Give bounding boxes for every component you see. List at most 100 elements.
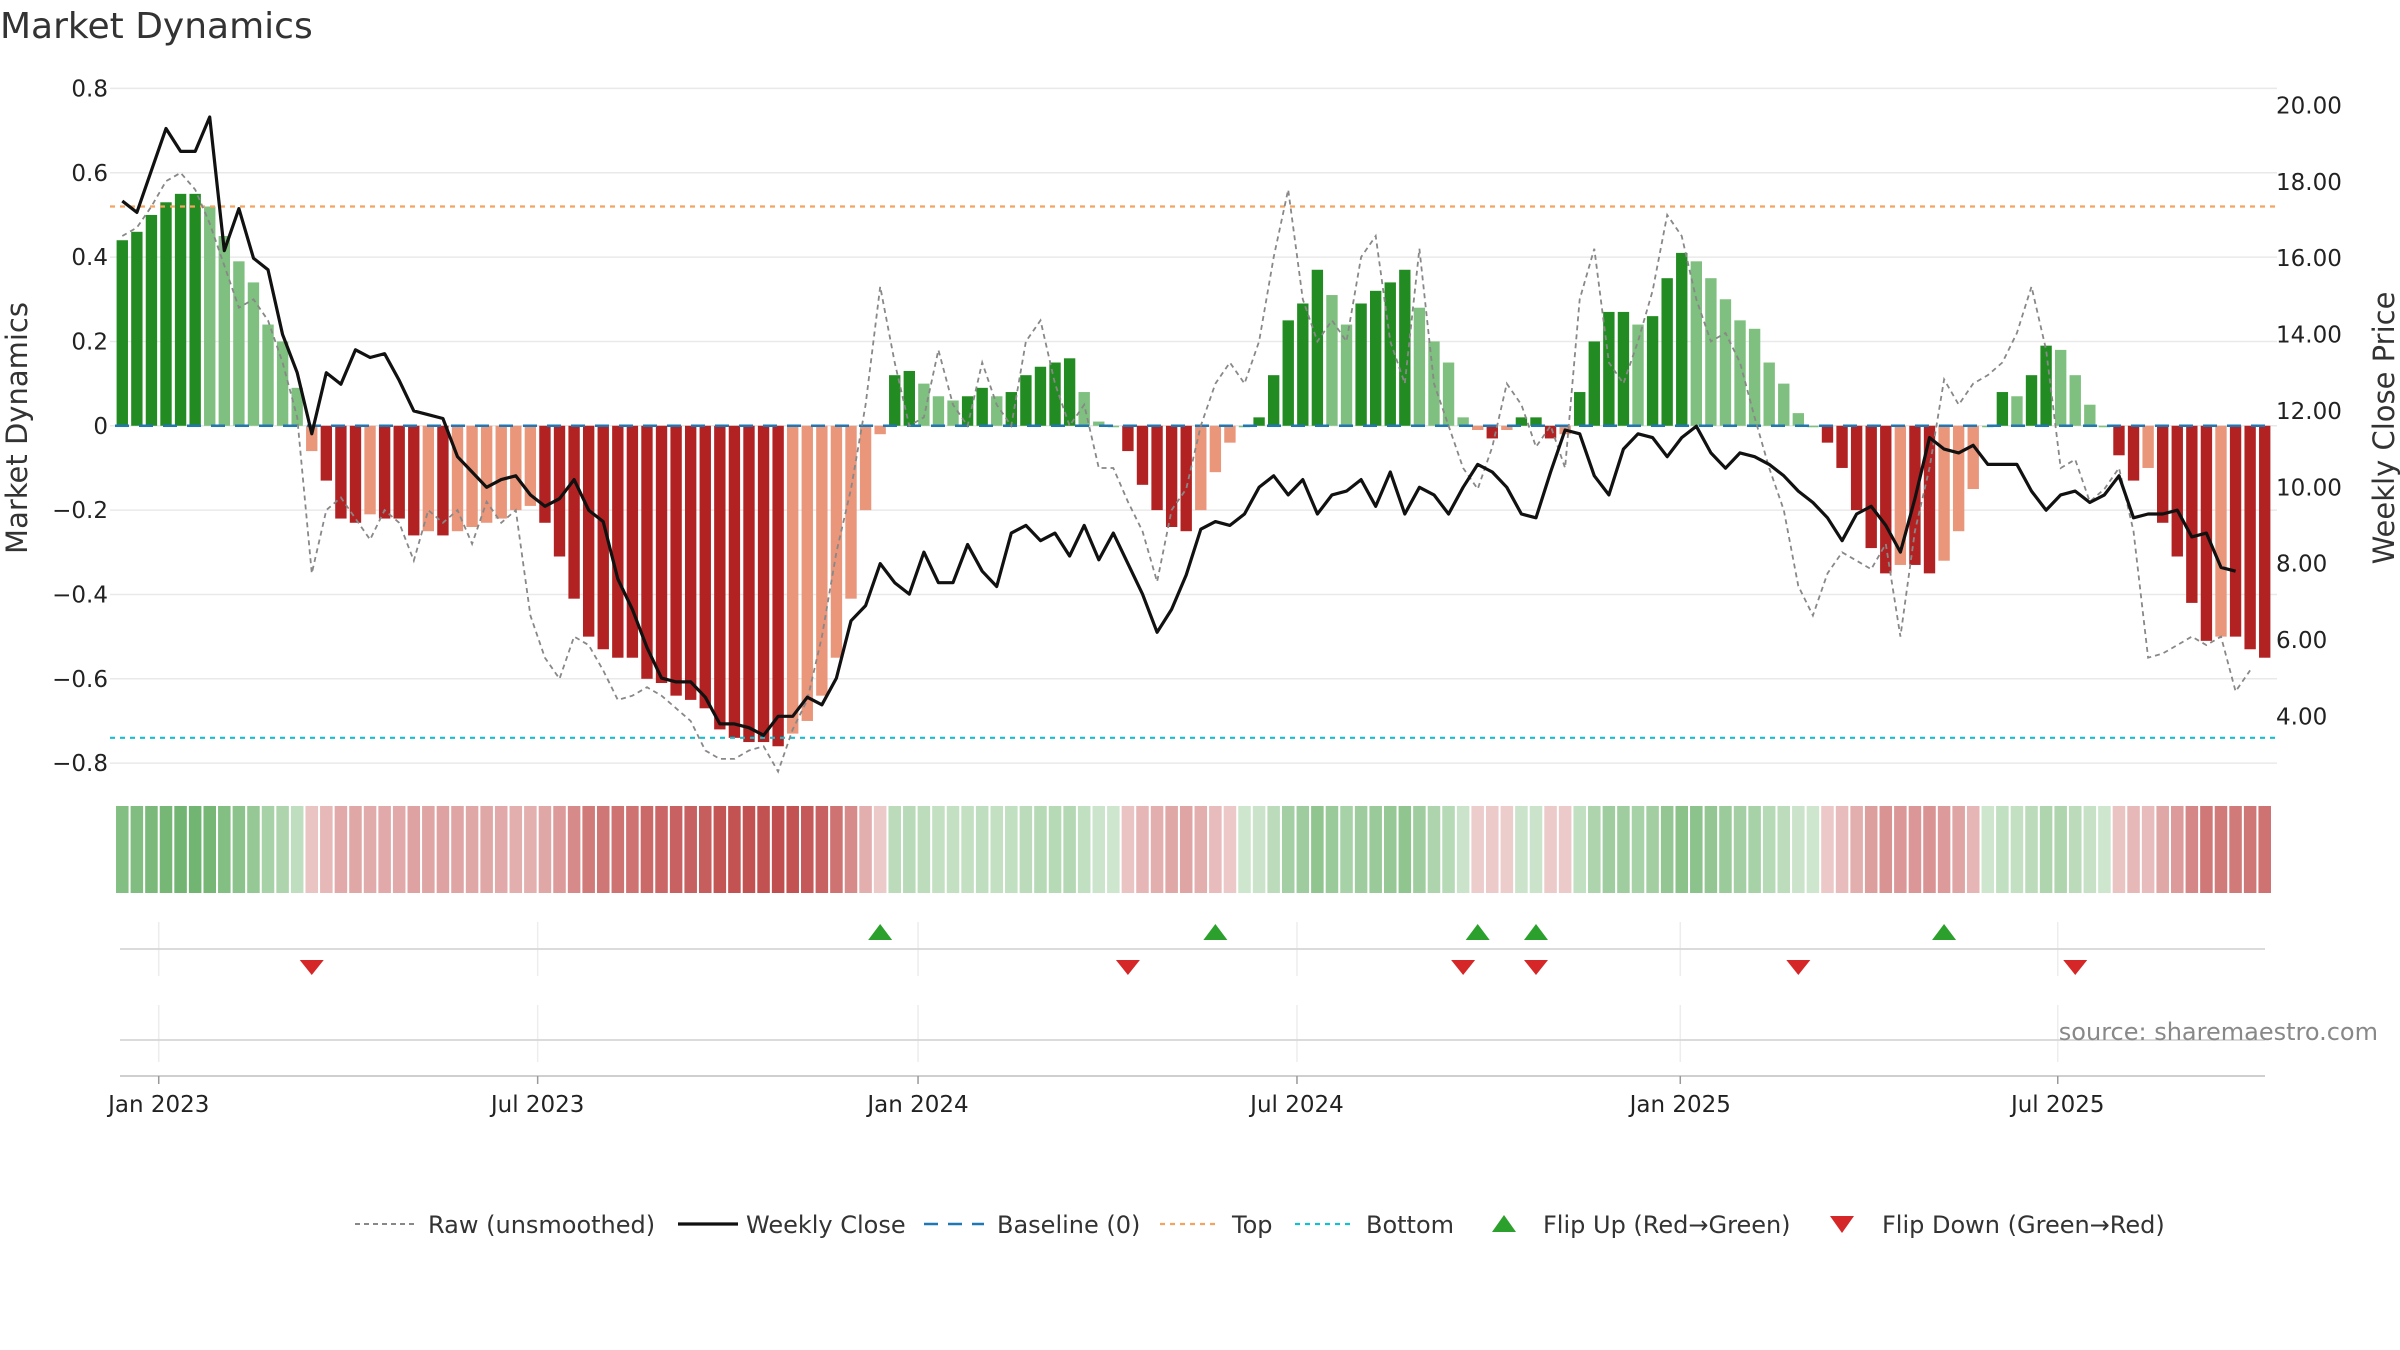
strip-cell-108 [1690,806,1703,893]
y-tick-label-1: −0.6 [52,667,108,693]
flip-markers-panel [120,922,2265,976]
legend-item-raw: Raw (unsmoothed) [355,1211,655,1239]
strip-cell-86 [1369,806,1382,893]
strip-cell-75 [1209,806,1222,893]
bar-74 [1195,425,1207,511]
x-tick-label-1: Jul 2023 [489,1092,585,1118]
bar-132 [2040,345,2052,426]
strip-cell-9 [247,806,260,893]
strip-cell-99 [1558,806,1572,893]
bar-55 [918,383,930,426]
bar-118 [1836,425,1848,468]
flip-down-marker-8 [1786,960,1811,975]
strip-cell-138 [2127,806,2140,893]
legend-label-top: Top [1231,1211,1273,1239]
bar-12 [291,387,303,426]
bar-67 [1093,421,1105,426]
legend-label-close: Weekly Close [746,1211,906,1239]
bar-137 [2113,425,2125,456]
strip-cell-121 [1879,806,1893,893]
strip-cell-104 [1631,806,1645,893]
bar-18 [378,425,391,519]
strip-cell-82 [1311,806,1324,893]
bar-82 [1311,269,1324,426]
flip-up-marker-3 [1203,924,1228,940]
strip-cell-21 [422,806,435,893]
bar-58 [961,396,974,426]
strip-cell-94 [1486,806,1499,893]
strip-cell-30 [553,806,566,893]
bar-119 [1850,425,1863,511]
legend-item-top: Top [1160,1211,1273,1239]
y-tick-label-5: 0.2 [71,329,108,355]
y2-tick-label-0: 4.00 [2276,704,2327,730]
bar-29 [539,425,551,523]
bar-72 [1165,425,1178,527]
strip-cell-129 [1996,806,2009,893]
strip-cell-96 [1515,806,1528,893]
bar-14 [320,425,333,481]
bar-68 [1107,425,1120,428]
strip-cell-22 [436,806,450,893]
strip-cell-140 [2156,806,2169,893]
strip-cell-115 [1792,806,1805,893]
strip-cell-18 [378,806,391,893]
bar-23 [451,425,464,532]
strip-cell-25 [480,806,493,893]
strip-cell-13 [305,806,319,893]
flip-down-marker-0 [299,960,324,975]
bar-21 [422,425,435,532]
legend-label-flipup: Flip Up (Red→Green) [1543,1211,1791,1239]
strip-cell-24 [465,806,479,893]
strip-cell-81 [1296,806,1310,893]
bar-124 [1923,425,1936,574]
strip-cell-32 [582,806,595,893]
strip-cell-79 [1267,806,1280,893]
bar-144 [2215,425,2227,637]
bar-76 [1224,425,1236,443]
strip-cell-6 [203,806,217,893]
strip-cell-136 [2098,806,2111,893]
strip-cell-2 [145,806,158,893]
strip-cell-113 [1762,806,1776,893]
strip-cell-85 [1354,806,1368,893]
bar-28 [524,425,537,506]
bar-125 [1938,425,1950,561]
strip-cell-50 [844,806,858,893]
strip-cell-26 [494,806,508,893]
strip-cell-73 [1179,806,1193,893]
bar-53 [889,375,901,426]
bar-135 [2084,404,2096,426]
bar-141 [2171,425,2183,557]
y2-tick-label-6: 16.00 [2276,246,2342,272]
bar-34 [612,425,624,658]
y2-axis: 4.00 6.00 8.00 10.00 12.00 14.00 16.00 18.00 20.… [2276,94,2342,731]
strip-cell-20 [407,806,421,893]
legend-item-bottom: Bottom [1295,1211,1454,1239]
bar-57 [947,400,959,426]
strip-cell-107 [1675,806,1689,893]
legend-item-close: Weekly Close [678,1211,906,1239]
strip-cell-19 [392,806,406,893]
lines-layer [110,115,2277,774]
strip-cell-132 [2039,806,2053,893]
bar-98 [1544,425,1557,439]
y-axis: −0.8 −0.6 −0.4 −0.2 0 0.2 0.4 0.6 0.8 [52,76,108,777]
bar-66 [1078,392,1090,426]
bar-37 [655,425,668,684]
bar-56 [932,396,945,426]
strip-cell-101 [1588,806,1601,893]
strip-cell-127 [1966,806,1980,893]
bar-109 [1705,278,1717,426]
strip-cell-88 [1398,806,1412,893]
strip-cell-29 [538,806,552,893]
bar-97 [1530,417,1542,426]
bars-layer [116,193,2271,747]
bar-43 [743,425,755,743]
strip-cell-10 [261,806,275,893]
y-tick-label-4: 0 [93,414,108,440]
strip-cell-55 [917,806,931,893]
bar-107 [1676,252,1688,426]
strip-cell-58 [961,806,974,893]
bar-81 [1297,303,1309,426]
